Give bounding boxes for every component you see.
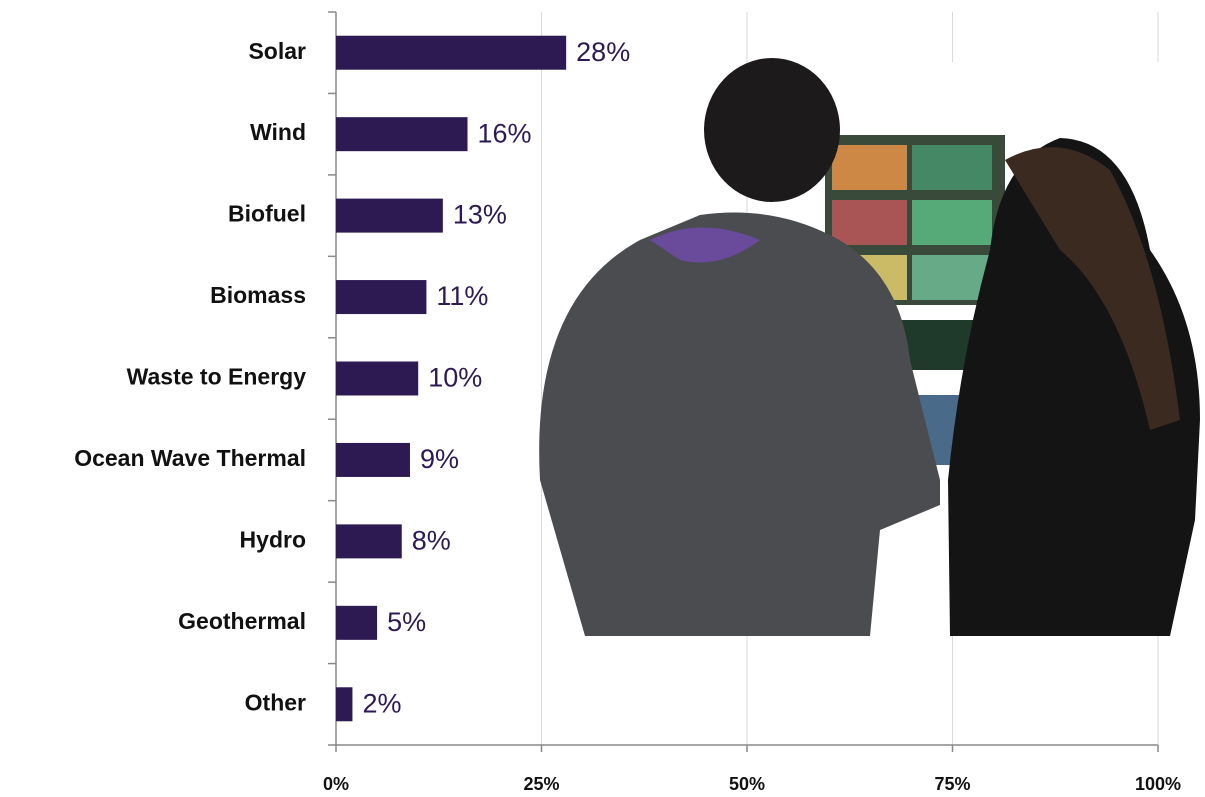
x-tick-label: 75% — [934, 774, 970, 794]
y-tick-label: Hydro — [240, 526, 306, 552]
value-label: 5% — [387, 607, 426, 637]
x-tick-label: 25% — [523, 774, 559, 794]
y-tick-label: Waste to Energy — [127, 364, 307, 390]
bar — [336, 687, 353, 722]
value-label: 10% — [428, 363, 482, 393]
value-label: 8% — [412, 526, 451, 556]
value-label: 9% — [420, 444, 459, 474]
hair — [1005, 147, 1180, 430]
bar — [336, 524, 402, 559]
hood — [650, 227, 760, 263]
y-tick-label: Solar — [248, 38, 306, 64]
poster-tile — [832, 200, 907, 245]
y-tick-label: Wind — [250, 119, 306, 145]
x-tick-label: 100% — [1135, 774, 1181, 794]
value-label: 11% — [436, 281, 488, 311]
poster-tile — [912, 200, 992, 245]
bar — [336, 442, 410, 477]
bar — [336, 361, 419, 396]
poster-tile — [912, 255, 992, 300]
bar — [336, 605, 378, 640]
person-left — [539, 212, 940, 636]
bar — [336, 280, 427, 315]
y-tick-label: Ocean Wave Thermal — [74, 445, 306, 471]
bar — [336, 35, 567, 70]
value-label: 28% — [576, 37, 630, 67]
value-label: 2% — [362, 688, 401, 718]
photo — [539, 58, 1200, 636]
poster-tile — [912, 145, 992, 190]
poster-tile — [832, 145, 907, 190]
y-tick-label: Geothermal — [178, 608, 306, 634]
bar — [336, 117, 468, 152]
y-tick-label: Biofuel — [228, 201, 306, 227]
value-label: 16% — [478, 118, 532, 148]
y-tick-label: Biomass — [210, 282, 306, 308]
x-tick-label: 50% — [729, 774, 765, 794]
x-tick-label: 0% — [323, 774, 349, 794]
head-left — [704, 58, 840, 202]
bar — [336, 198, 443, 233]
y-tick-label: Other — [245, 689, 306, 715]
value-label: 13% — [453, 200, 507, 230]
